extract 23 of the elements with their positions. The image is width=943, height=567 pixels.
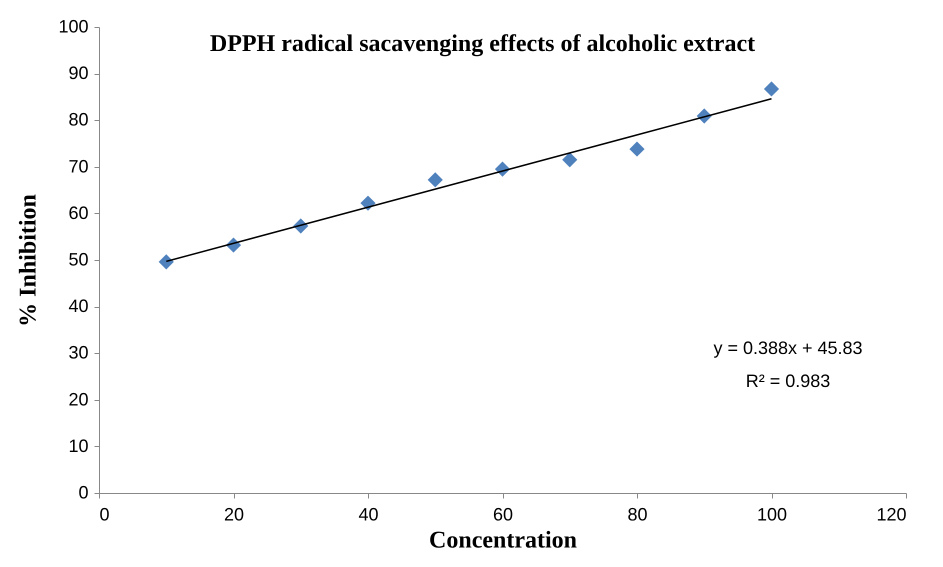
- y-tick-label: 60: [68, 202, 88, 223]
- x-axis-title: Concentration: [429, 528, 577, 554]
- y-tick-label: 50: [68, 250, 88, 270]
- y-tick-label: 10: [68, 436, 88, 456]
- y-tick-label: 20: [68, 389, 88, 410]
- annotation: y = 0.388x + 45.83: [713, 338, 863, 358]
- x-tick-label: 0: [100, 504, 110, 524]
- x-tick-label: 60: [492, 504, 514, 524]
- x-tick-label: 20: [224, 504, 244, 524]
- x-tick-label: 100: [756, 504, 788, 524]
- y-tick-label: 30: [68, 342, 88, 363]
- annotation: R² = 0.983: [746, 371, 830, 391]
- chart-title: DPPH radical sacavenging effects of alcoholic extract: [210, 31, 756, 57]
- y-tick-label: 70: [68, 156, 88, 176]
- y-tick-label: 80: [68, 110, 88, 130]
- y-tick-label: 40: [68, 296, 88, 316]
- x-tick-label: 120: [876, 504, 906, 524]
- x-tick-label: 80: [627, 504, 648, 524]
- y-axis-title: % Inhibition: [15, 194, 42, 327]
- y-tick-label: 90: [68, 63, 88, 84]
- x-tick-label: 40: [358, 504, 379, 524]
- y-tick-label: 0: [78, 482, 88, 502]
- y-tick-label: 100: [58, 16, 88, 36]
